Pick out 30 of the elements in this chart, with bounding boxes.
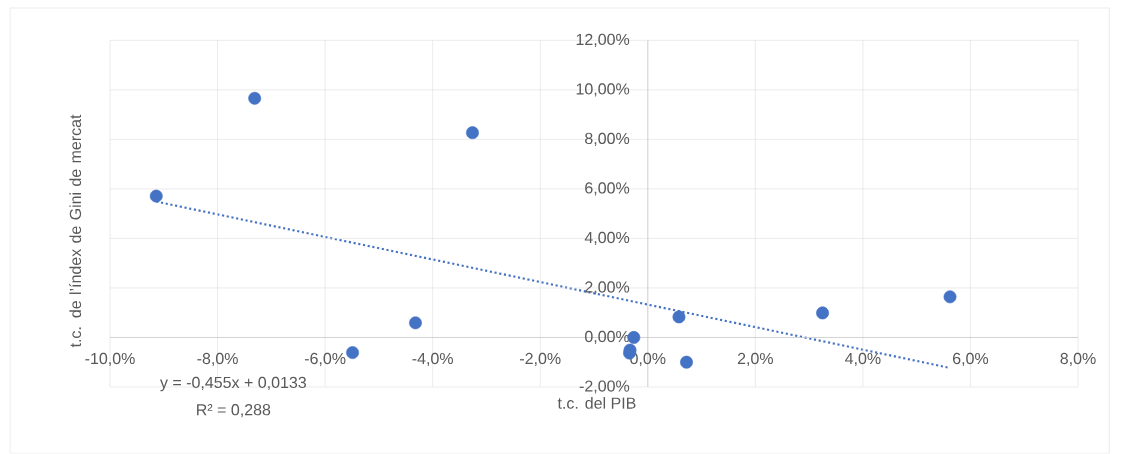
y-tick-label: 12,00%: [576, 33, 630, 48]
x-tick-label: -8,0%: [197, 353, 238, 367]
y-tick-label: 2,00%: [585, 281, 630, 295]
point: [672, 310, 686, 324]
x-tick-label: 8,0%: [1060, 353, 1096, 367]
y-axis-title: t.c. de l’índex de Gini de mercat: [69, 114, 82, 348]
point: [943, 290, 957, 304]
y-tick-label: 0,00%: [585, 331, 630, 345]
point: [248, 92, 262, 105]
x-tick-label: 6,0%: [953, 353, 989, 367]
y-tick-label: -2,00%: [579, 380, 630, 394]
y-tick-label: 10,00%: [576, 83, 630, 97]
x-axis-title: t.c. del PIB: [557, 397, 636, 409]
x-tick-label: -10,0%: [85, 353, 135, 367]
y-tick-label: 6,00%: [585, 182, 630, 196]
point: [466, 126, 479, 140]
point: [680, 356, 693, 369]
point: [149, 189, 163, 203]
text: R² = 0,288: [197, 404, 271, 418]
point: [816, 306, 829, 320]
annotation: y = -0,455x + 0,0133: [160, 376, 307, 392]
point: [409, 316, 422, 330]
y-tick-label: 4,00%: [584, 232, 630, 246]
x-tick-label: 2,0%: [737, 353, 773, 367]
x-tick-label: -4,0%: [412, 353, 453, 367]
x-tick-label: -6,0%: [304, 353, 346, 367]
y-tick-label: 8,00%: [585, 132, 630, 147]
point: [346, 346, 359, 360]
x-tick-label: -2,0%: [520, 353, 561, 367]
x-tick-label: 4,0%: [845, 353, 881, 367]
